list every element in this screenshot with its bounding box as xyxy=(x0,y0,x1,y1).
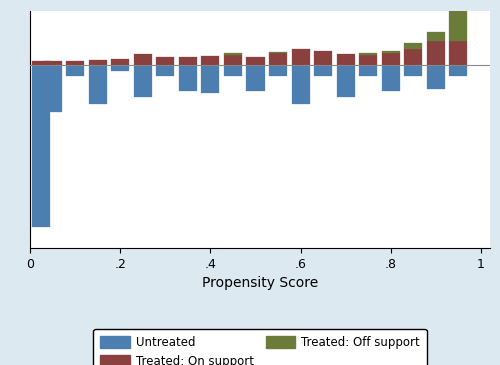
Bar xyxy=(336,65,354,97)
Bar xyxy=(111,65,129,71)
Bar xyxy=(134,65,152,97)
Bar xyxy=(450,65,468,76)
Bar xyxy=(382,51,400,53)
Bar xyxy=(224,65,242,76)
Bar xyxy=(66,61,84,65)
Bar xyxy=(269,52,287,53)
Bar xyxy=(404,49,422,65)
Bar xyxy=(382,65,400,91)
Bar xyxy=(156,65,174,76)
Bar xyxy=(450,9,468,41)
Bar xyxy=(314,65,332,76)
Bar xyxy=(359,65,378,76)
Bar xyxy=(246,57,264,65)
Bar xyxy=(314,51,332,65)
Bar xyxy=(292,49,310,65)
Bar xyxy=(404,43,422,49)
X-axis label: Propensity Score: Propensity Score xyxy=(202,276,318,291)
Bar xyxy=(134,54,152,65)
Bar xyxy=(336,54,354,65)
Bar xyxy=(156,57,174,65)
Bar xyxy=(111,59,129,65)
Bar xyxy=(202,56,220,65)
Bar xyxy=(179,57,197,65)
Bar xyxy=(66,65,84,76)
Legend: Untreated, Treated: On support, Treated: Off support: Untreated, Treated: On support, Treated:… xyxy=(93,329,427,365)
Bar xyxy=(359,54,378,65)
Bar xyxy=(224,53,242,55)
Bar xyxy=(292,65,310,104)
Bar xyxy=(427,41,445,65)
Bar xyxy=(269,65,287,76)
Bar xyxy=(44,61,62,65)
Bar xyxy=(202,65,220,93)
Bar xyxy=(44,65,62,112)
Bar xyxy=(450,41,468,65)
Bar xyxy=(427,65,445,89)
Bar xyxy=(246,65,264,91)
Bar xyxy=(427,32,445,41)
Bar xyxy=(404,65,422,76)
Bar xyxy=(179,65,197,91)
Bar xyxy=(224,55,242,65)
Bar xyxy=(88,65,106,104)
Bar xyxy=(32,65,50,227)
Bar xyxy=(88,60,106,65)
Bar xyxy=(269,53,287,65)
Bar xyxy=(382,53,400,65)
Bar xyxy=(359,53,378,54)
Bar xyxy=(32,61,50,65)
